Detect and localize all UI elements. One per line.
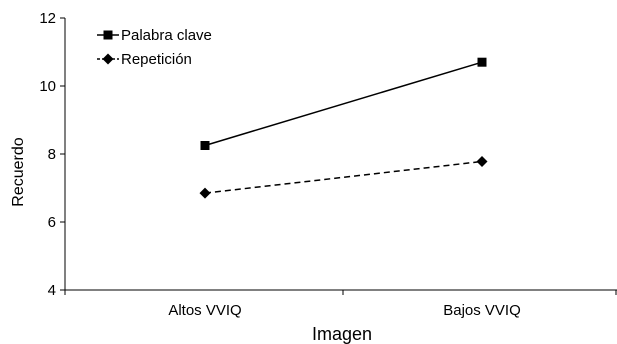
legend-label: Repetición [121, 51, 192, 68]
data-point [200, 141, 210, 150]
legend-label: Palabra clave [121, 27, 212, 44]
legend-marker [103, 30, 113, 40]
y-tick-label: 10 [39, 78, 56, 95]
series-layer [199, 57, 488, 199]
x-tick-label: Bajos VVIQ [443, 302, 521, 319]
y-ticks: 4 6 8 10 12 [39, 10, 65, 299]
x-tick-label: Altos VVIQ [168, 302, 241, 319]
y-tick-label: 6 [48, 214, 56, 231]
series-1 [200, 57, 487, 150]
y-tick-label: 12 [39, 10, 56, 27]
legend-item: Palabra clave [97, 27, 212, 44]
data-point [476, 155, 488, 167]
x-axis-title: Imagen [312, 324, 372, 344]
x-ticks: Altos VVIQ Bajos VVIQ [64, 290, 617, 319]
legend-item: Repetición [97, 51, 192, 68]
y-axis-title: Recuerdo [10, 137, 27, 206]
y-tick-label: 8 [48, 146, 56, 163]
data-point [199, 187, 211, 199]
legend: Palabra clave Repetición [97, 27, 212, 68]
legend-marker [102, 53, 114, 65]
y-tick-label: 4 [48, 282, 56, 299]
series-line [204, 160, 483, 194]
series-2 [199, 155, 488, 199]
series-line [204, 61, 483, 147]
data-point [477, 57, 487, 67]
